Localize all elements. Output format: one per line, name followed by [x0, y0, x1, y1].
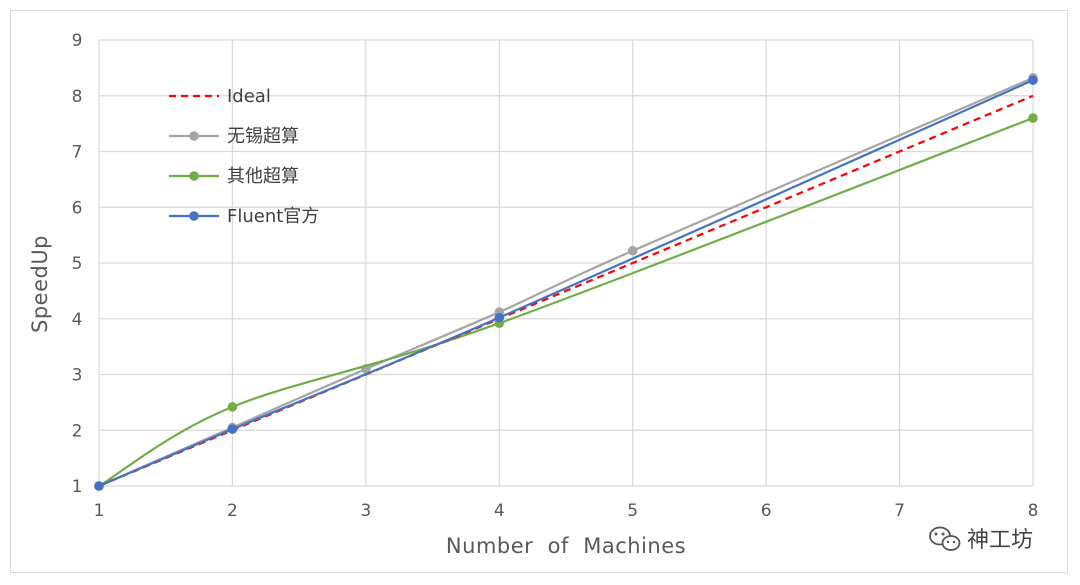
- legend-swatch-marker: [189, 131, 199, 141]
- y-tick-label: 6: [72, 198, 83, 218]
- legend-swatch-marker: [189, 211, 199, 221]
- series-3-point: [94, 481, 104, 491]
- y-tick-label: 7: [72, 143, 83, 163]
- x-axis-title: Number of Machines: [446, 534, 686, 558]
- y-tick-label: 1: [72, 477, 83, 497]
- y-axis-ticks: 1 2 3 4 5 6 7 8 9: [72, 31, 83, 497]
- x-tick-label: 5: [627, 501, 638, 521]
- x-tick-label: 3: [360, 501, 371, 521]
- x-tick-label: 1: [94, 501, 105, 521]
- legend-label: 其他超算: [227, 166, 299, 187]
- series-2-point: [227, 402, 238, 412]
- legend-label: Fluent官方: [227, 206, 319, 227]
- y-tick-label: 9: [72, 31, 83, 51]
- y-tick-label: 3: [72, 366, 83, 386]
- x-tick-label: 4: [494, 501, 505, 521]
- series-3-point: [227, 424, 238, 434]
- y-tick-label: 8: [72, 87, 83, 107]
- grid: [98, 39, 1034, 487]
- x-axis-ticks: 1 2 3 4 5 6 7 8: [94, 501, 1039, 521]
- x-tick-label: 6: [761, 501, 772, 521]
- series-1-point: [627, 245, 638, 256]
- series-3-point: [494, 312, 505, 323]
- legend-swatch-marker: [189, 171, 199, 181]
- wechat-icon: [929, 526, 961, 551]
- series-group: [94, 73, 1038, 491]
- chart-frame: 1 2 3 4 5 6 7 8 1 2 3 4 5 6 7 8 9 Ideal 无锡超算其他超算 Fluent官方…: [10, 10, 1068, 573]
- watermark: 神工坊: [929, 526, 1033, 553]
- x-tick-label: 7: [894, 501, 905, 521]
- series-3-point: [1028, 75, 1038, 85]
- x-tick-label: 2: [227, 501, 238, 521]
- series-2-point: [1028, 113, 1038, 123]
- watermark-text: 神工坊: [967, 528, 1033, 553]
- y-tick-label: 5: [72, 254, 83, 274]
- y-tick-label: 2: [72, 421, 83, 441]
- series-3-line: [98, 79, 1034, 488]
- y-tick-label: 4: [72, 310, 83, 330]
- legend-label: Ideal: [227, 86, 271, 107]
- legend-label: 无锡超算: [227, 126, 299, 147]
- x-tick-label: 8: [1028, 501, 1039, 521]
- y-axis-title: SpeedUp: [28, 235, 52, 333]
